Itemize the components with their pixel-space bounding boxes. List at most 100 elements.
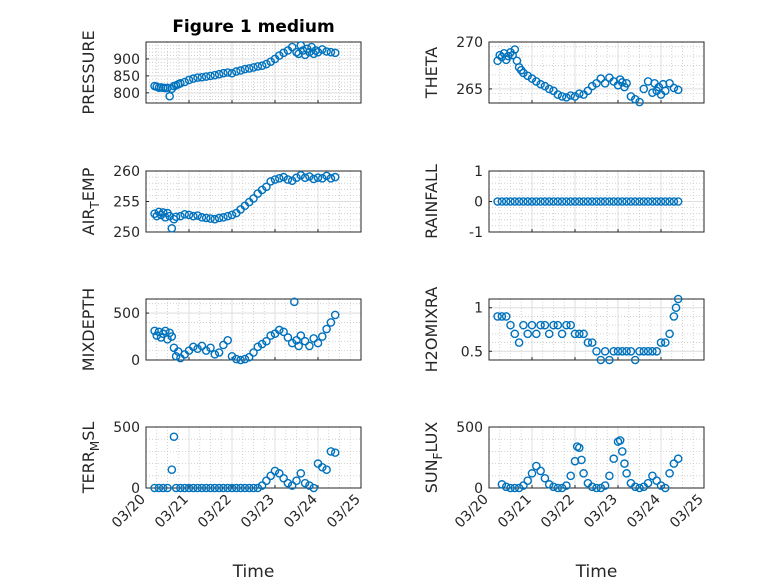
data-point bbox=[630, 197, 640, 206]
y-axis-label: SUNFLUX bbox=[422, 422, 445, 494]
y-axis-label: MIXDEPTH bbox=[79, 288, 98, 371]
x-tick-label: 03/21 bbox=[152, 492, 192, 532]
data-point bbox=[501, 197, 511, 206]
y-tick-label: 250 bbox=[113, 225, 140, 241]
data-point bbox=[656, 197, 666, 206]
data-point bbox=[210, 350, 220, 359]
data-point bbox=[587, 81, 597, 91]
y-tick-label: 1 bbox=[474, 164, 483, 180]
data-point bbox=[635, 346, 644, 356]
data-point bbox=[553, 320, 563, 330]
data-point bbox=[540, 473, 550, 483]
axes-box bbox=[145, 41, 362, 104]
data-point bbox=[613, 346, 623, 356]
data-point bbox=[236, 355, 245, 365]
y-axis-label: AIRTEMP bbox=[79, 167, 102, 235]
data-point bbox=[583, 338, 593, 347]
data-point bbox=[493, 197, 502, 206]
data-point bbox=[635, 197, 644, 206]
data-point bbox=[244, 483, 254, 493]
data-point bbox=[673, 197, 683, 206]
data-point bbox=[536, 466, 545, 476]
data-point bbox=[577, 455, 586, 465]
data-point bbox=[266, 331, 276, 340]
data-point bbox=[227, 210, 237, 220]
data-point bbox=[532, 329, 541, 339]
data-point bbox=[266, 471, 276, 481]
data-point bbox=[317, 174, 327, 183]
data-point bbox=[671, 303, 681, 313]
data-point bbox=[600, 197, 610, 206]
data-point bbox=[630, 355, 640, 365]
data-point bbox=[583, 86, 593, 96]
data-point bbox=[322, 47, 331, 56]
data-point bbox=[549, 320, 558, 330]
data-point bbox=[210, 214, 220, 224]
data-point bbox=[497, 312, 507, 321]
data-point bbox=[652, 197, 662, 206]
data-point bbox=[270, 175, 280, 184]
subplot-air-temp: 250 255 260 AIRTEMP bbox=[79, 164, 362, 241]
x-tick-label: 03/21 bbox=[495, 492, 535, 532]
data-point bbox=[322, 324, 331, 334]
data-point bbox=[527, 74, 537, 83]
data-point bbox=[214, 348, 224, 357]
data-point bbox=[161, 326, 170, 336]
y-tick-label: -1 bbox=[469, 225, 483, 241]
data-point bbox=[158, 208, 168, 217]
data-point bbox=[283, 175, 293, 184]
data-point bbox=[249, 483, 258, 493]
data-point bbox=[618, 346, 627, 356]
data-point bbox=[544, 197, 554, 206]
data-point bbox=[188, 342, 198, 352]
data-point bbox=[605, 355, 614, 365]
data-point bbox=[508, 50, 517, 60]
data-point bbox=[510, 45, 520, 54]
data-point bbox=[570, 329, 580, 339]
data-point bbox=[330, 172, 340, 182]
data-point bbox=[330, 48, 340, 58]
data-point bbox=[510, 329, 520, 339]
data-point bbox=[566, 91, 576, 100]
data-point bbox=[622, 197, 631, 206]
y-tick-label: 1 bbox=[474, 301, 483, 317]
data-point bbox=[557, 329, 567, 339]
data-point bbox=[583, 197, 593, 206]
chart-title: Figure 1 medium bbox=[172, 17, 334, 37]
data-point bbox=[661, 197, 670, 206]
data-point bbox=[214, 69, 224, 79]
data-point bbox=[274, 51, 284, 60]
data-point bbox=[193, 211, 202, 220]
data-point bbox=[287, 481, 297, 490]
data-point bbox=[639, 84, 649, 94]
data-point bbox=[309, 334, 319, 343]
y-tick-label: 0 bbox=[474, 481, 483, 497]
subplot-mixdepth: 0 500 MIXDEPTH bbox=[79, 288, 362, 371]
subplot-theta: 265 270 THETA bbox=[422, 35, 705, 107]
data-point bbox=[587, 338, 597, 347]
y-tick-label: 0 bbox=[474, 195, 483, 211]
data-point bbox=[510, 483, 520, 493]
data-point bbox=[188, 211, 198, 221]
data-point bbox=[523, 197, 533, 206]
axes-box bbox=[488, 41, 705, 104]
y-axis-label: PRESSURE bbox=[79, 30, 98, 114]
data-point bbox=[575, 443, 584, 453]
y-tick-label: 500 bbox=[113, 306, 140, 322]
data-point bbox=[620, 459, 629, 468]
data-point bbox=[639, 346, 649, 356]
data-point bbox=[201, 213, 211, 223]
data-point bbox=[262, 182, 271, 192]
data-point bbox=[523, 329, 533, 339]
data-point bbox=[300, 336, 310, 346]
data-point bbox=[257, 61, 267, 71]
data-point bbox=[322, 171, 331, 181]
data-point bbox=[167, 465, 177, 475]
data-point bbox=[527, 320, 537, 330]
data-point bbox=[506, 320, 515, 330]
data-point bbox=[253, 483, 263, 493]
data-point bbox=[532, 461, 541, 471]
data-point bbox=[536, 320, 545, 330]
